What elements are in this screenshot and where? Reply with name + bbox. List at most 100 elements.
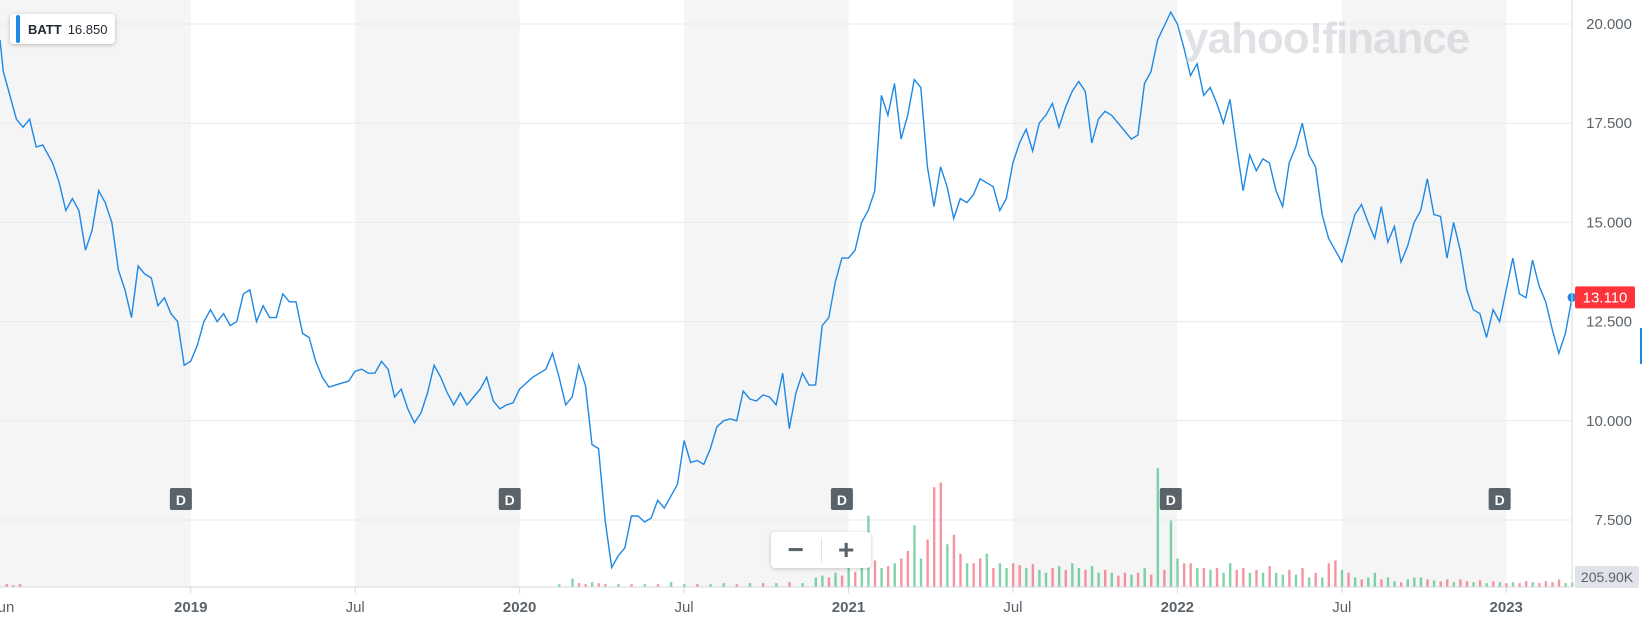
zoom-out-button[interactable]: − <box>787 534 804 565</box>
volume-bar <box>1288 569 1291 587</box>
volume-bar <box>1018 565 1021 587</box>
volume-bar <box>722 583 725 587</box>
volume-bar <box>1275 572 1278 587</box>
volume-bar <box>1084 569 1087 587</box>
volume-bar <box>1531 582 1534 587</box>
gridlines <box>0 23 1572 521</box>
volume-bar <box>1031 564 1035 587</box>
x-tick-label: 2021 <box>832 599 865 616</box>
volume-bar <box>630 584 633 587</box>
volume-bar <box>959 553 962 587</box>
last-price-label: 13.110 <box>1583 289 1628 306</box>
volume-bar <box>1564 583 1567 587</box>
volume-bar <box>1104 569 1107 587</box>
volume-bar <box>669 582 673 587</box>
volume-bar <box>1459 579 1462 587</box>
volume-bar <box>1182 563 1186 587</box>
volume-bar <box>979 558 982 587</box>
legend-chip[interactable]: BATT 16.850 <box>10 14 116 44</box>
x-tick-label: 2022 <box>1161 599 1194 616</box>
volume-bar <box>992 568 995 587</box>
dividend-label: D <box>1495 492 1505 508</box>
volume-bar <box>1327 563 1331 587</box>
volume-bar <box>1268 566 1271 587</box>
volume-bar <box>788 582 791 587</box>
volume-bar <box>834 572 837 587</box>
dividend-marker <box>1159 488 1182 510</box>
x-tick-label: un <box>0 599 14 616</box>
volume-bar <box>840 575 844 587</box>
y-tick-label: 7.500 <box>1594 512 1632 529</box>
last-price-tag <box>1575 286 1635 309</box>
right-edge-indicator <box>1640 328 1642 364</box>
volume-bar <box>1064 569 1067 587</box>
volume-bar <box>1492 581 1495 587</box>
volume-bar <box>709 584 712 587</box>
volume-bar <box>1538 583 1541 587</box>
zoom-controls: − + <box>771 532 871 568</box>
volume-bar <box>906 550 910 587</box>
volume-bar <box>1005 568 1008 587</box>
volume-bar <box>1419 577 1423 587</box>
volume-bar <box>1202 568 1206 587</box>
volume-bars <box>5 468 1574 587</box>
volume-bar <box>18 584 22 587</box>
volume-bar <box>1215 568 1219 587</box>
dividend-label: D <box>1166 492 1176 508</box>
shaded-periods <box>0 0 1506 587</box>
volume-bar <box>1472 582 1475 587</box>
x-tick-label: Jul <box>1003 599 1022 616</box>
dividend-label: D <box>505 492 515 508</box>
y-tick-label: 17.500 <box>1586 115 1632 132</box>
volume-bar <box>1209 569 1212 587</box>
zoom-in-button[interactable]: + <box>838 534 855 565</box>
volume-bar <box>854 571 857 587</box>
volume-bar <box>965 563 969 587</box>
volume-bar <box>1334 560 1337 587</box>
volume-bar <box>801 583 804 587</box>
volume-bar <box>1025 568 1028 587</box>
last-volume-tag <box>1575 566 1639 588</box>
volume-bar <box>577 583 581 587</box>
volume-bar <box>873 560 877 587</box>
shaded-band-4 <box>1341 0 1507 587</box>
volume-bar <box>827 577 831 587</box>
volume-bar <box>821 575 824 587</box>
volume-bar <box>1393 581 1396 587</box>
volume-bar <box>952 534 956 587</box>
dividend-marker <box>498 488 521 510</box>
volume-bar <box>1301 568 1304 587</box>
volume-bar <box>1136 572 1140 587</box>
volume-bar <box>1386 577 1390 587</box>
volume-bar <box>1189 563 1192 587</box>
volume-bar <box>1051 568 1054 587</box>
volume-bar <box>1373 572 1377 587</box>
volume-bar <box>1196 568 1199 587</box>
volume-bar <box>5 584 8 587</box>
volume-bar <box>1426 579 1429 587</box>
volume-bar <box>1255 569 1258 587</box>
volume-bar <box>1432 580 1436 587</box>
volume-bar <box>1511 582 1515 587</box>
volume-bar <box>1518 583 1521 587</box>
volume-bar <box>1150 574 1153 587</box>
volume-bar <box>1044 572 1048 587</box>
volume-bar <box>1156 468 1160 587</box>
y-axis: 20.000 17.500 15.000 12.500 10.000 7.500 <box>1571 0 1632 587</box>
volume-bar <box>1143 568 1146 587</box>
volume-bar <box>1380 579 1383 587</box>
volume-bar <box>1367 577 1370 587</box>
volume-bar <box>886 566 890 587</box>
volume-bar <box>1551 582 1554 587</box>
volume-bar <box>1452 582 1456 587</box>
volume-bar <box>926 539 929 587</box>
volume-bar <box>880 568 883 587</box>
volume-bar <box>1248 572 1252 587</box>
volume-bar <box>1446 579 1449 587</box>
shaded-band-0 <box>0 0 191 587</box>
volume-bar <box>985 553 989 587</box>
volume-bar <box>913 525 916 587</box>
last-price-marker: 13.110 205.90K <box>1567 286 1639 588</box>
volume-bar <box>1242 568 1245 587</box>
